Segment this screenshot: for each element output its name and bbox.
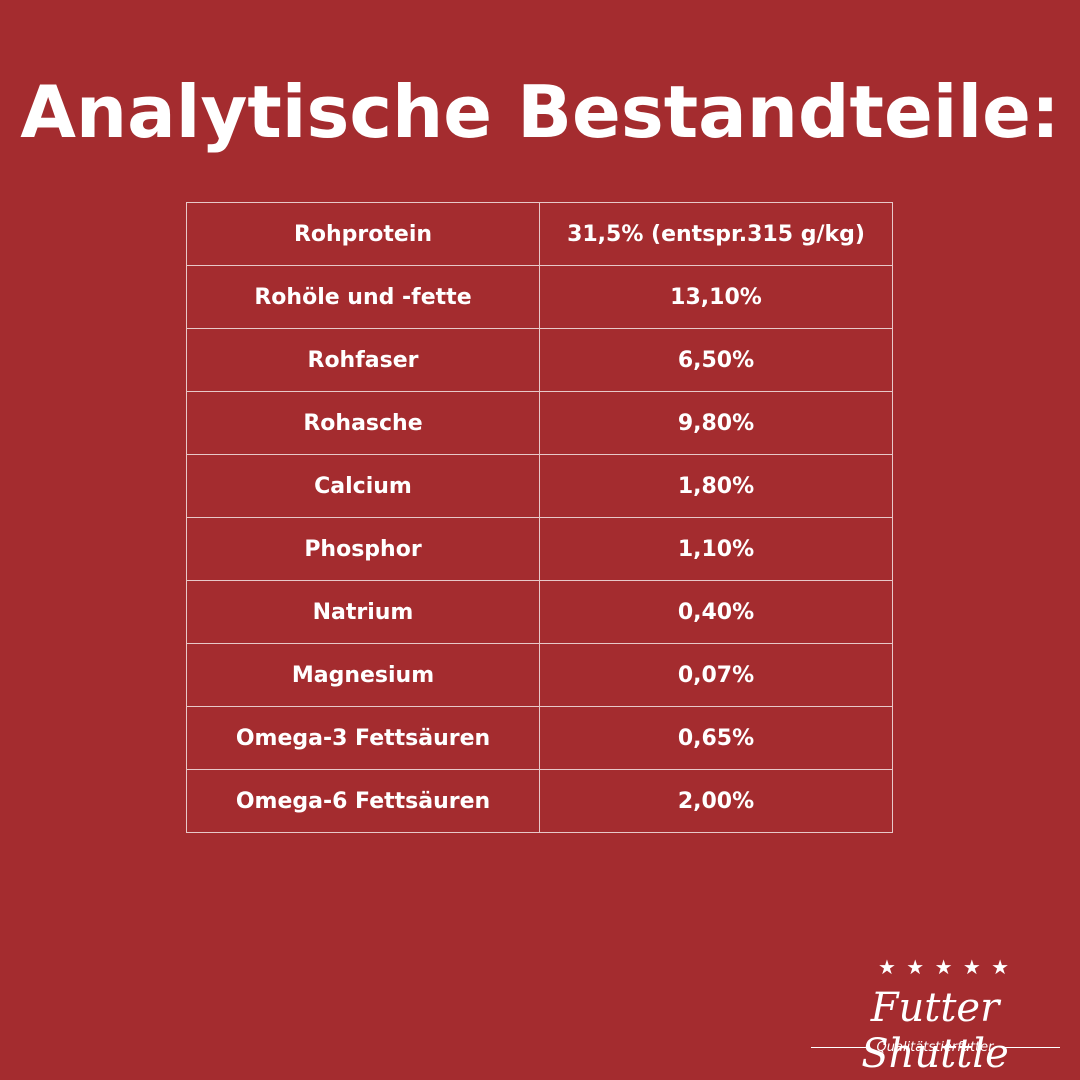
table-cell: Phosphor: [186, 517, 540, 581]
logo-name: Futter Shuttle: [861, 985, 1009, 1077]
table-cell: Rohprotein: [186, 202, 540, 266]
table-row: Omega-3 Fettsäuren 0,65%: [186, 706, 893, 770]
table-row: Rohfaser 6,50%: [186, 328, 893, 392]
table-cell: 0,65%: [539, 706, 893, 770]
table-cell: 0,07%: [539, 643, 893, 707]
table-row: Calcium 1,80%: [186, 454, 893, 518]
logo-stars: ★ ★ ★ ★ ★: [878, 955, 1012, 979]
table-cell: 1,10%: [539, 517, 893, 581]
nutrition-table: Rohprotein 31,5% (entspr.315 g/kg) Rohöle …: [186, 202, 893, 833]
table-cell: Calcium: [186, 454, 540, 518]
tagline-text: Qualitätstierfutter: [876, 1040, 994, 1055]
table-cell: 1,80%: [539, 454, 893, 518]
table-cell: Natrium: [186, 580, 540, 644]
table-cell: Rohasche: [186, 391, 540, 455]
table-cell: 31,5% (entspr.315 g/kg): [539, 202, 893, 266]
table-cell: 6,50%: [539, 328, 893, 392]
table-row: Rohöle und -fette 13,10%: [186, 265, 893, 329]
table-row: Phosphor 1,10%: [186, 517, 893, 581]
table-cell: Rohöle und -fette: [186, 265, 540, 329]
table-cell: 2,00%: [539, 769, 893, 833]
logo: ★ ★ ★ ★ ★ Futter Shuttle Qualitätstierfu…: [800, 955, 1070, 1077]
table-row: Omega-6 Fettsäuren 2,00%: [186, 769, 893, 833]
table-row: Rohasche 9,80%: [186, 391, 893, 455]
table-cell: 9,80%: [539, 391, 893, 455]
table-row: Natrium 0,40%: [186, 580, 893, 644]
table-row: Magnesium 0,07%: [186, 643, 893, 707]
table-cell: 0,40%: [539, 580, 893, 644]
table-cell: Omega-3 Fettsäuren: [186, 706, 540, 770]
table-cell: Rohfaser: [186, 328, 540, 392]
table-cell: 13,10%: [539, 265, 893, 329]
table-cell: Magnesium: [186, 643, 540, 707]
title: Analytische Bestandteile:: [20, 70, 1060, 154]
table-cell: Omega-6 Fettsäuren: [186, 769, 540, 833]
table-row: Rohprotein 31,5% (entspr.315 g/kg): [186, 202, 893, 266]
logo-tagline: Qualitätstierfutter: [800, 1040, 1070, 1055]
